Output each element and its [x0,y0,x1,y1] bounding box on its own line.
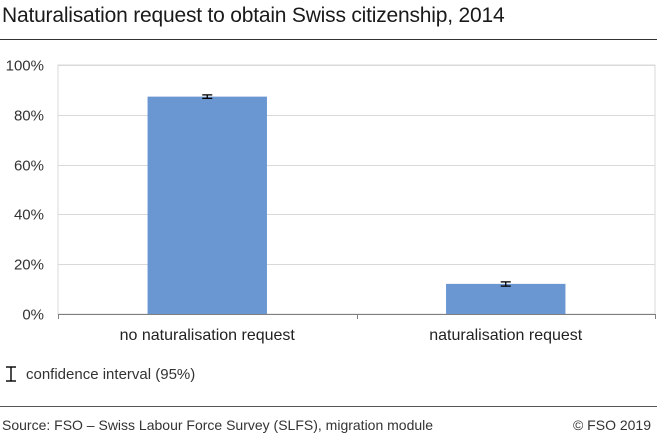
y-tick-label: 20% [14,257,44,274]
footer-divider [0,406,657,407]
y-tick-label: 80% [14,108,44,125]
bar-chart: 0% 20% 40% 60% 80% 100% no naturalisation req… [6,58,656,344]
legend: confidence interval (95%) [0,364,195,384]
source-note: Source: FSO – Swiss Labour Force Survey … [2,417,434,433]
bar-1 [446,283,566,314]
y-tick-label: 100% [6,58,44,75]
title-divider [0,39,657,40]
legend-label: confidence interval (95%) [26,365,196,383]
grid-lines [57,64,656,319]
bar-0 [147,96,267,314]
confidence-interval-icon [6,366,16,382]
copyright: © FSO 2019 [572,417,651,433]
chart-title: Naturalisation request to obtain Swiss c… [2,4,505,27]
y-tick-label: 60% [14,158,44,175]
error-bars [202,94,511,287]
x-axis-category-labels: no naturalisation request naturalisation … [120,327,583,344]
x-category-label: no naturalisation request [120,327,296,344]
x-category-label: naturalisation request [429,327,583,344]
y-tick-label: 0% [22,307,44,324]
y-tick-label: 40% [14,207,44,224]
y-axis-tick-labels: 0% 20% 40% 60% 80% 100% [6,58,44,324]
bars [147,96,566,314]
